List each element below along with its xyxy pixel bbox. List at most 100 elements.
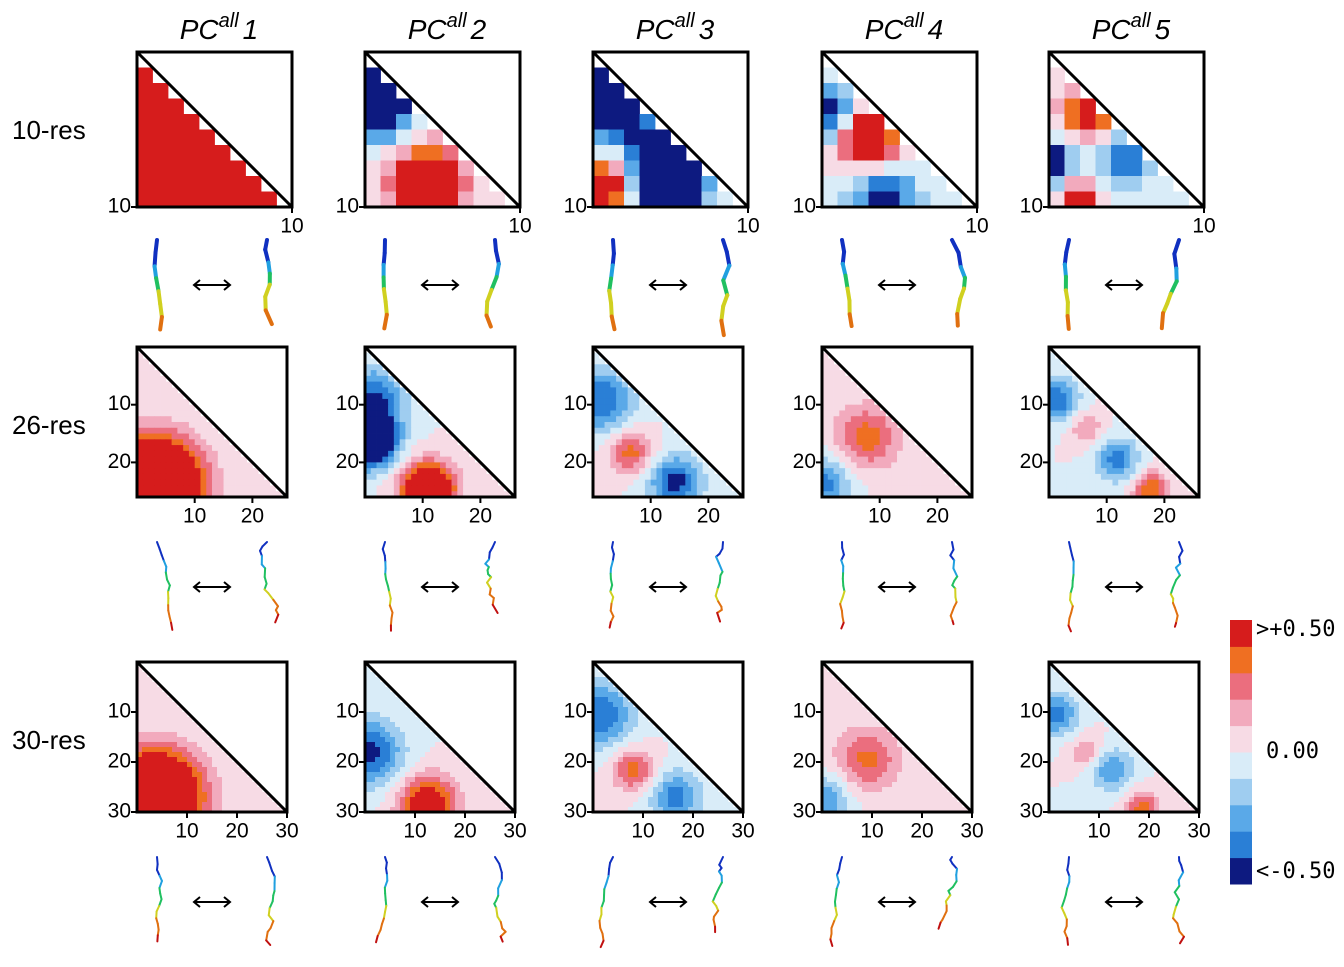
column-header: PCall3	[636, 10, 715, 45]
heatmap-cell	[598, 797, 603, 802]
heatmap-cell	[395, 747, 400, 752]
heatmap-cell	[395, 797, 400, 802]
heatmap-cell	[143, 370, 149, 376]
heatmap-cell	[153, 99, 169, 115]
heatmap-cell	[1139, 787, 1144, 792]
backbone-segment	[1173, 580, 1176, 588]
heatmap-cell	[1141, 457, 1147, 463]
heatmap-cell	[837, 727, 842, 732]
heatmap-cell	[842, 767, 847, 772]
heatmap-cell	[618, 792, 623, 797]
heatmap-cell	[623, 767, 628, 772]
heatmap-cell	[395, 742, 400, 747]
heatmap-cell	[1069, 742, 1074, 747]
heatmap-cell	[902, 792, 907, 797]
heatmap-cell	[653, 802, 658, 807]
heatmap-cell	[842, 727, 847, 732]
heatmap-cell	[405, 468, 411, 474]
heatmap-cell	[400, 462, 406, 468]
backbone-segment	[376, 936, 378, 942]
heatmap-cell	[867, 782, 872, 787]
heatmap-cell	[405, 772, 410, 777]
heatmap-cell	[1079, 757, 1084, 762]
heatmap-cell	[166, 393, 172, 399]
heatmap-cell	[1112, 445, 1118, 451]
heatmap-cell	[616, 422, 622, 428]
heatmap-cell	[862, 712, 867, 717]
heatmap-cell	[445, 772, 450, 777]
heatmap-cell	[663, 762, 668, 767]
heatmap-cell	[450, 797, 455, 802]
backbone-segment	[487, 316, 491, 327]
heatmap-cell	[616, 457, 622, 463]
heatmap-cell	[862, 767, 867, 772]
heatmap-cell	[370, 737, 375, 742]
heatmap-cell	[232, 772, 237, 777]
backbone-segment	[273, 600, 278, 606]
heatmap-cell	[380, 717, 385, 722]
heatmap-cell	[1059, 727, 1064, 732]
heatmap-cell	[1064, 787, 1069, 792]
heatmap-cell	[900, 192, 916, 208]
heatmap-cell	[1101, 451, 1107, 457]
heatmap-cell	[215, 161, 231, 177]
heatmap-cell	[851, 422, 857, 428]
heatmap-cell	[599, 422, 605, 428]
heatmap-cell	[417, 434, 423, 440]
heatmap-cell	[847, 787, 852, 792]
heatmap-cell	[902, 802, 907, 807]
heatmap-cell	[885, 474, 891, 480]
heatmap-cell	[1078, 428, 1084, 434]
heatmap-cell	[857, 787, 862, 792]
heatmap-cell	[616, 439, 622, 445]
heatmap-cell	[618, 737, 623, 742]
heatmap-cell	[202, 747, 207, 752]
heatmap-cell	[902, 797, 907, 802]
heatmap-cell	[608, 737, 613, 742]
heatmap-cell	[1109, 767, 1114, 772]
backbone-segment	[952, 542, 953, 550]
heatmap-cell	[162, 787, 167, 792]
heatmap-cell	[882, 767, 887, 772]
heatmap-cell	[691, 474, 697, 480]
heatmap-cell	[465, 787, 470, 792]
heatmap-cell	[206, 474, 212, 480]
heatmap-cell	[420, 792, 425, 797]
heatmap-cell	[598, 712, 603, 717]
heatmap-cell	[628, 722, 633, 727]
header-base: PC	[636, 14, 676, 45]
heatmap-cell	[227, 777, 232, 782]
heatmap-cell	[425, 772, 430, 777]
heatmap-cell	[1079, 747, 1084, 752]
heatmap-cell	[1084, 445, 1090, 451]
heatmap-cell	[396, 130, 412, 146]
heatmap-cell	[1094, 727, 1099, 732]
heatmap-cell	[1078, 457, 1084, 463]
heatmap-cell	[415, 722, 420, 727]
heatmap-cell	[678, 772, 683, 777]
heatmap-cell	[1061, 422, 1067, 428]
heatmap-cell	[656, 439, 662, 445]
heatmap-cell	[609, 114, 625, 130]
heatmap-cell	[224, 445, 230, 451]
heatmap-cell	[152, 707, 157, 712]
heatmap-cell	[857, 451, 863, 457]
heatmap-cell	[623, 757, 628, 762]
heatmap-cell	[192, 767, 197, 772]
heatmap-cell	[1099, 782, 1104, 787]
heatmap-cell	[862, 772, 867, 777]
heatmap-cell	[410, 737, 415, 742]
heatmap-cell	[1072, 393, 1078, 399]
heatmap-cell	[912, 792, 917, 797]
heatmap-cell	[172, 732, 177, 737]
heatmap-cell	[931, 192, 947, 208]
heatmap-cell	[417, 480, 423, 486]
heatmap-cell	[1114, 747, 1119, 752]
heatmap-cell	[400, 772, 405, 777]
heatmap-cell	[417, 462, 423, 468]
heatmap-cell	[157, 762, 162, 767]
heatmap-cell	[914, 451, 920, 457]
heatmap-cell	[440, 457, 446, 463]
heatmap-cell	[842, 752, 847, 757]
heatmap-cell	[450, 757, 455, 762]
